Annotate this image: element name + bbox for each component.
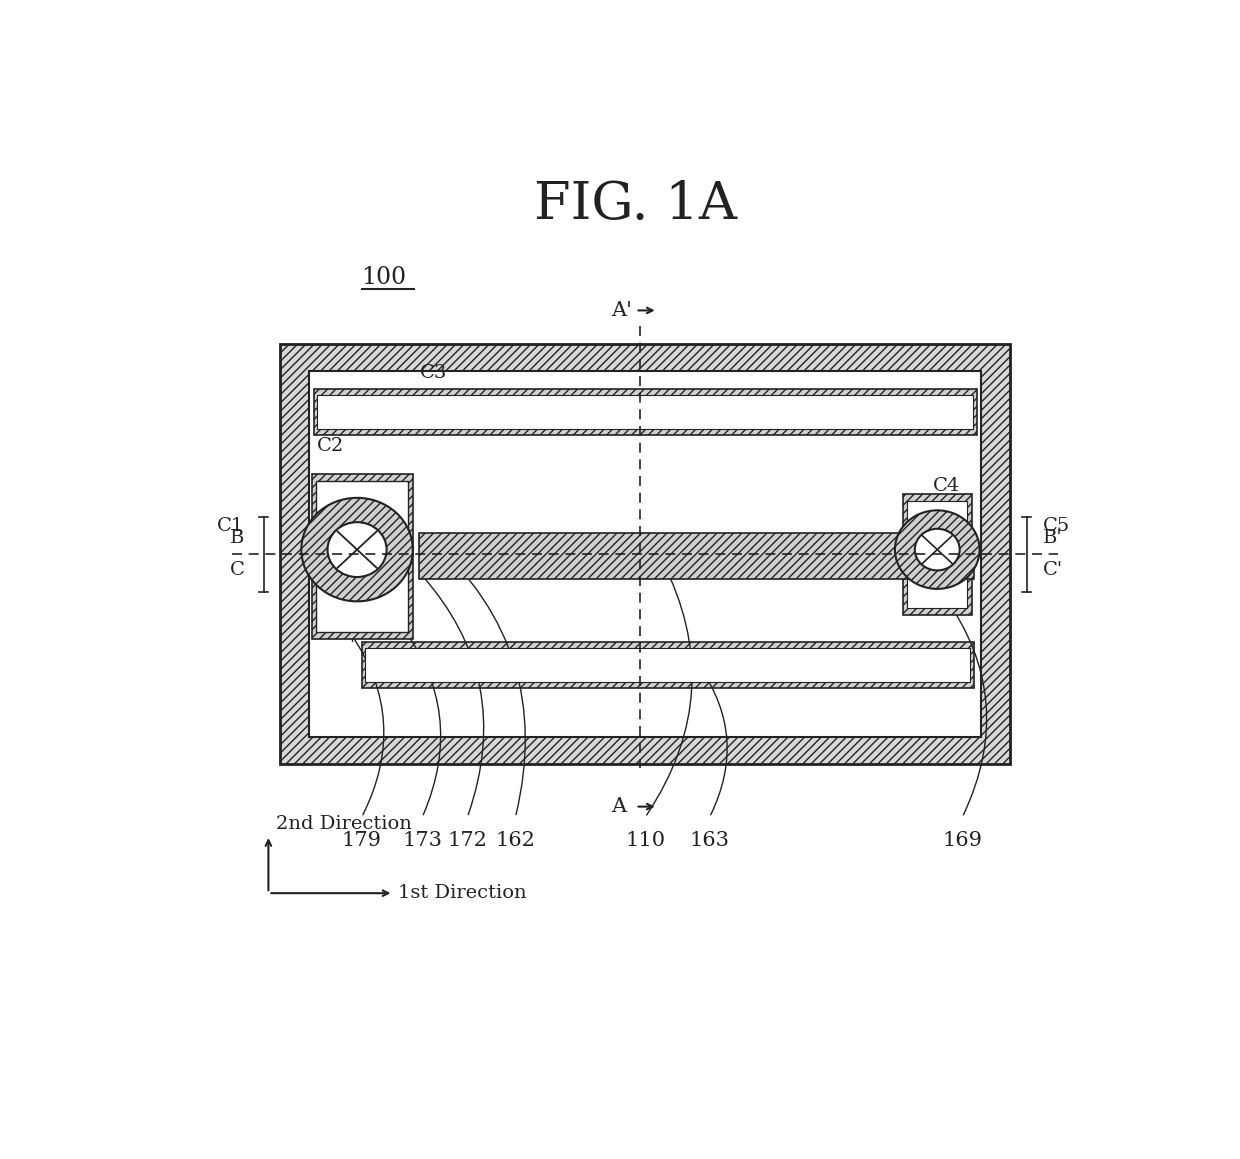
Text: C3: C3 xyxy=(420,364,448,382)
Bar xyxy=(317,395,973,429)
Bar xyxy=(316,481,408,632)
Bar xyxy=(366,648,970,681)
Bar xyxy=(362,642,973,688)
Text: 173: 173 xyxy=(402,831,443,850)
Bar xyxy=(280,344,1011,764)
Text: C4: C4 xyxy=(932,476,960,495)
Text: B': B' xyxy=(1043,529,1063,547)
Text: C5: C5 xyxy=(1043,517,1070,534)
Text: FIG. 1A: FIG. 1A xyxy=(534,180,737,231)
Text: 169: 169 xyxy=(942,831,982,850)
Text: A: A xyxy=(611,797,626,816)
Text: 100: 100 xyxy=(362,265,407,289)
Text: 179: 179 xyxy=(341,831,382,850)
Text: 110: 110 xyxy=(625,831,665,850)
Text: B: B xyxy=(229,529,244,547)
Bar xyxy=(908,502,967,607)
Text: C: C xyxy=(229,561,244,580)
Bar xyxy=(419,533,973,580)
Text: C': C' xyxy=(1043,561,1063,580)
Circle shape xyxy=(915,529,960,570)
Text: 1st Direction: 1st Direction xyxy=(398,884,527,902)
Bar xyxy=(314,389,977,436)
Circle shape xyxy=(301,498,413,602)
Bar xyxy=(903,494,972,614)
Text: C1: C1 xyxy=(217,517,244,534)
Text: 2nd Direction: 2nd Direction xyxy=(277,816,412,833)
Text: 163: 163 xyxy=(689,831,729,850)
Text: 162: 162 xyxy=(496,831,536,850)
Circle shape xyxy=(895,510,980,589)
Circle shape xyxy=(327,523,387,577)
Bar xyxy=(309,371,982,737)
Text: C2: C2 xyxy=(316,437,343,455)
Text: A': A' xyxy=(611,301,632,320)
Text: 172: 172 xyxy=(448,831,487,850)
Bar xyxy=(311,474,413,639)
